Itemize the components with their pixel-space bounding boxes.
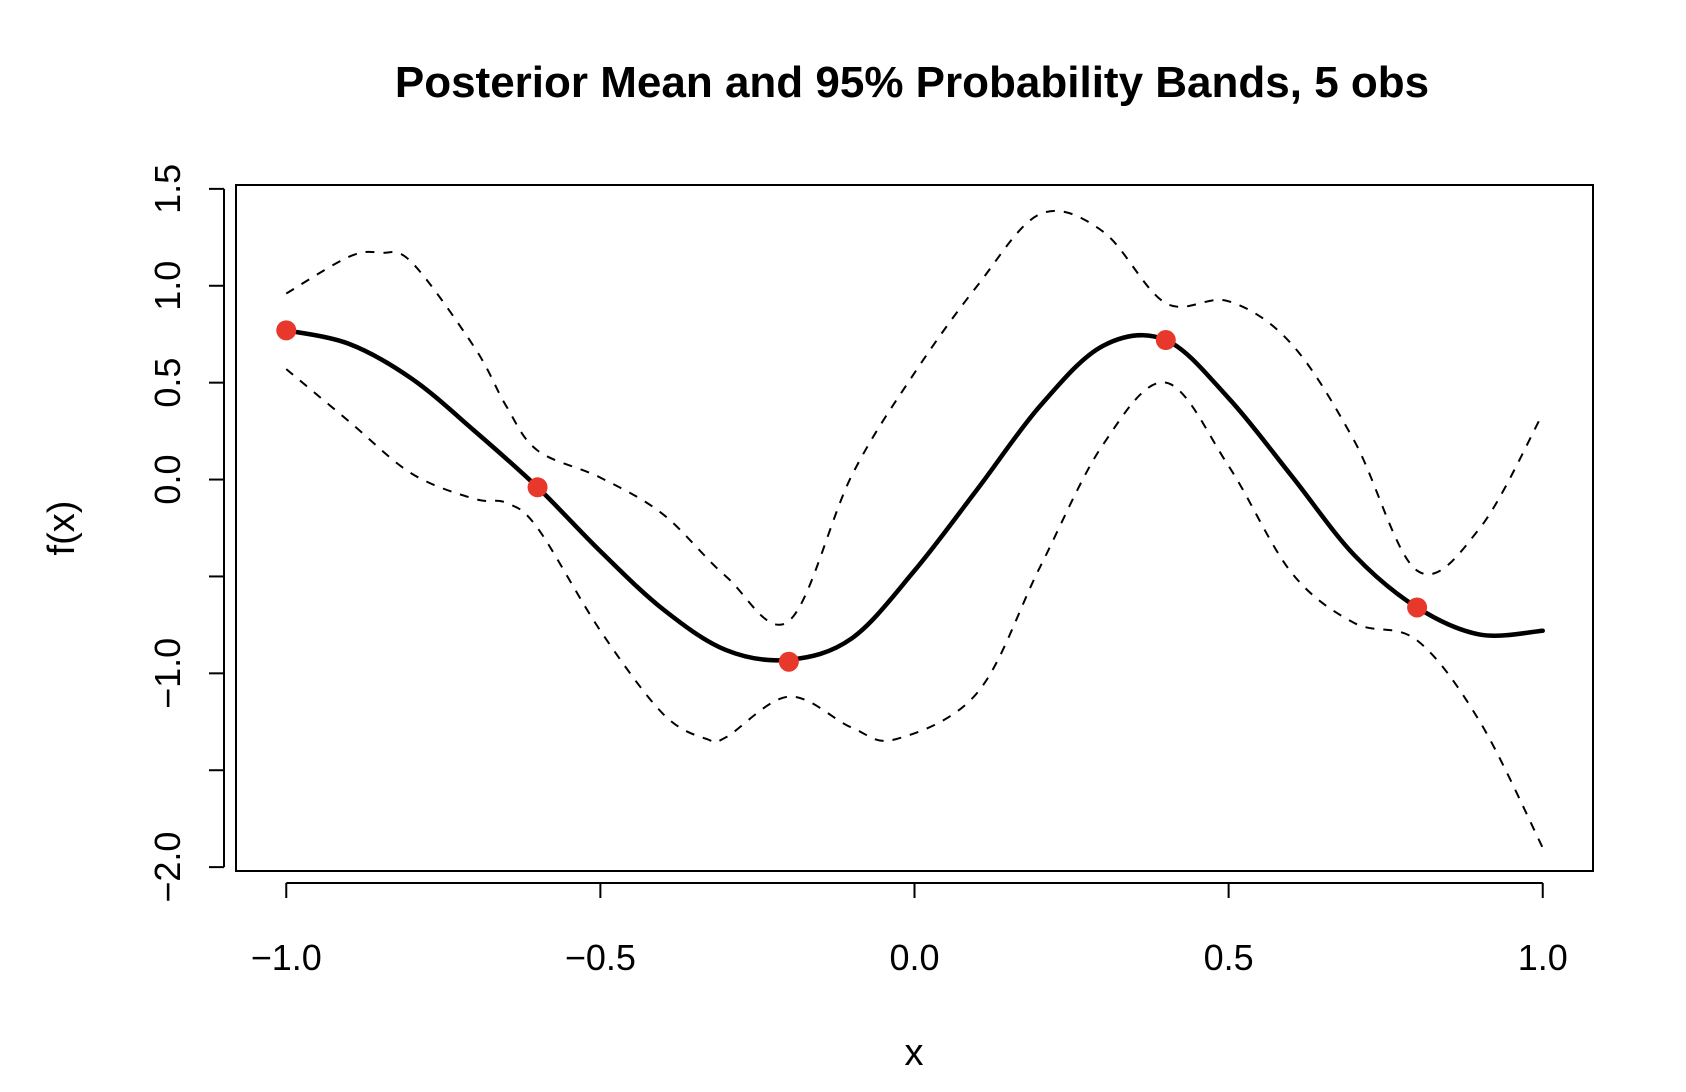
x-tick-label: 1.0 <box>1518 937 1568 978</box>
observation-point <box>1407 597 1428 618</box>
x-tick-label: −1.0 <box>251 937 322 978</box>
upper-band-line <box>285 209 1544 626</box>
observation-point <box>1155 330 1176 351</box>
y-tick-label: 0.5 <box>147 358 188 408</box>
x-axis: −1.0 −0.5 0.0 0.5 1.0 <box>251 882 1568 978</box>
probability-bands <box>285 209 1544 849</box>
y-tick-label: −2.0 <box>147 832 188 903</box>
y-tick-label: −1.0 <box>147 638 188 709</box>
x-tick-label: 0.5 <box>1204 937 1254 978</box>
observation-point <box>276 320 297 341</box>
observations <box>276 320 1428 672</box>
observation-point <box>778 651 799 672</box>
posterior-mean-line <box>284 328 1545 663</box>
posterior-mean <box>284 328 1545 663</box>
x-tick-label: 0.0 <box>889 937 939 978</box>
y-tick-label: 1.0 <box>147 261 188 311</box>
y-axis-label: f(x) <box>41 501 83 556</box>
lower-band-line <box>285 368 1544 849</box>
plot-frame <box>235 184 1594 872</box>
observation-point <box>527 477 548 498</box>
chart-title: Posterior Mean and 95% Probability Bands… <box>395 58 1429 107</box>
x-tick-label: −0.5 <box>565 937 636 978</box>
y-axis: −2.0 −1.0 0.0 0.5 1.0 1.5 <box>147 164 225 903</box>
y-tick-label: 0.0 <box>147 455 188 505</box>
y-tick-label: 1.5 <box>147 164 188 214</box>
x-axis-label: x <box>905 1032 924 1074</box>
